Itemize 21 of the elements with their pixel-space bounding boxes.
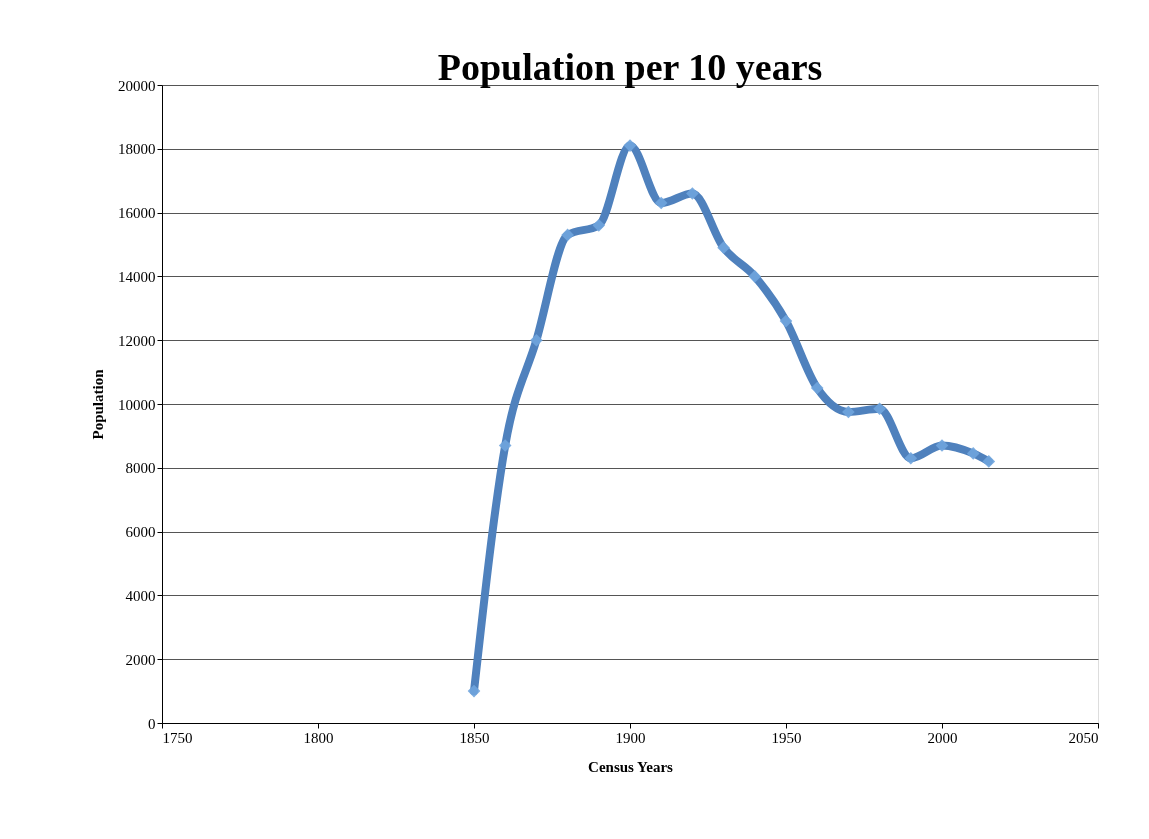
y-tick-label: 12000 xyxy=(118,332,156,349)
x-tick-label: 1950 xyxy=(771,729,802,746)
x-tick-label: 1900 xyxy=(615,729,646,746)
chart-title: Population per 10 years xyxy=(437,46,823,88)
x-tick-label: 2050 xyxy=(1068,729,1099,746)
y-tick-label: 20000 xyxy=(118,77,156,94)
x-tick-label: 1800 xyxy=(303,729,334,746)
y-axis-title: Population xyxy=(90,368,106,440)
y-tick-label: 18000 xyxy=(118,141,156,158)
x-tick-label: 1850 xyxy=(459,729,490,746)
y-tick-label: 6000 xyxy=(125,524,156,541)
y-tick-label: 2000 xyxy=(125,651,156,668)
y-tick-label: 10000 xyxy=(118,396,156,413)
y-tick-label: 16000 xyxy=(118,205,156,222)
x-axis-title: Census Years xyxy=(588,758,674,775)
x-tick-label: 1750 xyxy=(162,729,193,746)
y-tick-label: 14000 xyxy=(118,268,156,285)
y-tick-label: 0 xyxy=(148,715,156,732)
y-tick-label: 8000 xyxy=(125,460,156,477)
y-tick-label: 4000 xyxy=(125,587,156,604)
x-tick-label: 2000 xyxy=(927,729,958,746)
